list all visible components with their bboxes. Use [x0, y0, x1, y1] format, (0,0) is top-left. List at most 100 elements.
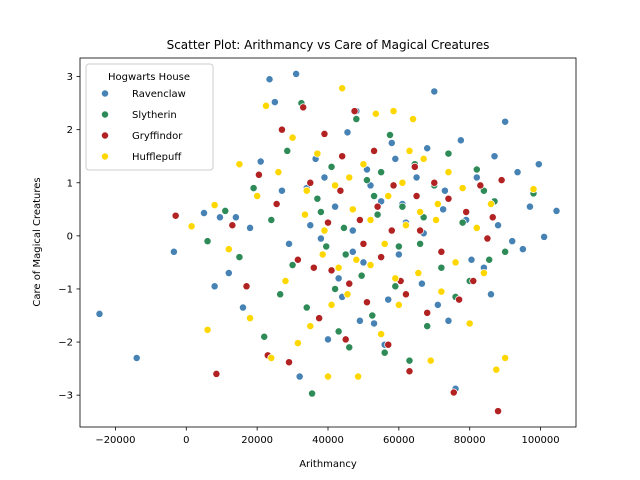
- point-ravenclaw: [359, 258, 368, 267]
- point-hufflepuff: [380, 239, 389, 248]
- point-hufflepuff: [224, 245, 233, 254]
- point-gryffindor: [449, 388, 458, 397]
- point-ravenclaw: [394, 250, 403, 259]
- point-slytherin: [416, 239, 425, 248]
- point-hufflepuff: [324, 372, 332, 381]
- point-gryffindor: [370, 146, 379, 155]
- point-hufflepuff: [458, 184, 467, 193]
- point-hufflepuff: [414, 269, 423, 277]
- point-ravenclaw: [487, 290, 495, 299]
- x-tick-label: 40000: [312, 435, 344, 446]
- point-ravenclaw: [277, 186, 286, 195]
- point-slytherin: [267, 215, 276, 224]
- point-hufflepuff: [320, 226, 329, 235]
- point-hufflepuff: [389, 107, 398, 116]
- point-ravenclaw: [169, 247, 178, 256]
- point-gryffindor: [350, 107, 359, 116]
- point-hufflepuff: [366, 215, 375, 224]
- point-ravenclaw: [285, 239, 293, 248]
- point-hufflepuff: [359, 160, 368, 169]
- point-ravenclaw: [525, 202, 534, 211]
- point-hufflepuff: [262, 101, 270, 110]
- point-hufflepuff: [203, 325, 212, 334]
- point-ravenclaw: [265, 75, 274, 84]
- point-gryffindor: [387, 226, 396, 235]
- point-gryffindor: [437, 247, 446, 256]
- point-hufflepuff: [401, 221, 410, 230]
- series-hufflepuff: [187, 84, 538, 381]
- point-gryffindor: [423, 308, 432, 317]
- point-slytherin: [386, 131, 394, 139]
- point-hufflepuff: [416, 208, 425, 216]
- point-gryffindor: [299, 103, 308, 112]
- point-gryffindor: [416, 226, 425, 235]
- y-tick-label: 1: [67, 178, 73, 189]
- point-ravenclaw: [343, 128, 352, 137]
- point-ravenclaw: [494, 221, 503, 230]
- point-slytherin: [203, 237, 212, 246]
- x-tick-label: 60000: [383, 435, 415, 446]
- point-slytherin: [322, 242, 331, 251]
- point-hufflepuff: [210, 201, 219, 210]
- point-ravenclaw: [430, 87, 439, 96]
- point-slytherin: [339, 223, 348, 232]
- point-hufflepuff: [274, 168, 283, 177]
- point-gryffindor: [469, 277, 478, 285]
- point-gryffindor: [488, 213, 497, 222]
- point-hufflepuff: [366, 261, 375, 270]
- point-slytherin: [357, 271, 366, 280]
- point-hufflepuff: [432, 215, 441, 224]
- x-tick-label: −20000: [95, 435, 135, 446]
- point-slytherin: [249, 184, 258, 193]
- point-ravenclaw: [391, 154, 400, 163]
- point-ravenclaw: [95, 309, 104, 318]
- point-slytherin: [308, 389, 317, 398]
- point-slytherin: [377, 168, 386, 177]
- point-hufflepuff: [437, 287, 446, 296]
- y-tick-label: 3: [67, 72, 73, 83]
- point-gryffindor: [476, 181, 485, 190]
- x-tick-label: 80000: [454, 435, 486, 446]
- point-gryffindor: [320, 129, 329, 138]
- point-ravenclaw: [534, 160, 543, 169]
- point-hufflepuff: [419, 154, 428, 163]
- point-ravenclaw: [246, 223, 255, 232]
- points-layer: [95, 69, 561, 416]
- point-slytherin: [423, 322, 432, 331]
- y-tick-label: −1: [58, 284, 73, 295]
- point-gryffindor: [315, 314, 324, 323]
- point-slytherin: [391, 282, 400, 291]
- point-gryffindor: [389, 181, 398, 190]
- point-slytherin: [260, 332, 269, 341]
- point-hufflepuff: [391, 274, 400, 283]
- point-slytherin: [458, 218, 467, 227]
- point-hufflepuff: [281, 277, 290, 285]
- point-gryffindor: [363, 298, 371, 307]
- point-ravenclaw: [132, 354, 141, 362]
- point-hufflepuff: [398, 178, 407, 187]
- point-hufflepuff: [338, 84, 347, 93]
- point-slytherin: [363, 176, 371, 185]
- point-gryffindor: [324, 218, 332, 227]
- point-gryffindor: [171, 211, 180, 220]
- series-gryffindor: [171, 103, 506, 416]
- legend-label-slytherin: Slytherin: [132, 110, 177, 121]
- point-gryffindor: [345, 279, 354, 288]
- point-gryffindor: [483, 234, 492, 243]
- point-hufflepuff: [288, 133, 297, 142]
- point-ravenclaw: [324, 335, 332, 344]
- y-tick-label: −2: [58, 338, 73, 349]
- point-hufflepuff: [371, 109, 380, 118]
- point-ravenclaw: [295, 372, 304, 381]
- x-axis-ticks: −20000 0 20000 40000 60000 80000 100000: [95, 427, 560, 446]
- point-ravenclaw: [417, 279, 426, 288]
- point-gryffindor: [285, 358, 293, 367]
- point-hufflepuff: [343, 290, 352, 299]
- point-ravenclaw: [200, 209, 208, 217]
- chart-title: Scatter Plot: Arithmancy vs Care of Magi…: [167, 38, 490, 52]
- point-ravenclaw: [467, 255, 476, 264]
- legend-marker-slytherin: [101, 110, 109, 119]
- point-gryffindor: [412, 192, 421, 200]
- point-ravenclaw: [472, 173, 481, 182]
- point-gryffindor: [336, 186, 345, 195]
